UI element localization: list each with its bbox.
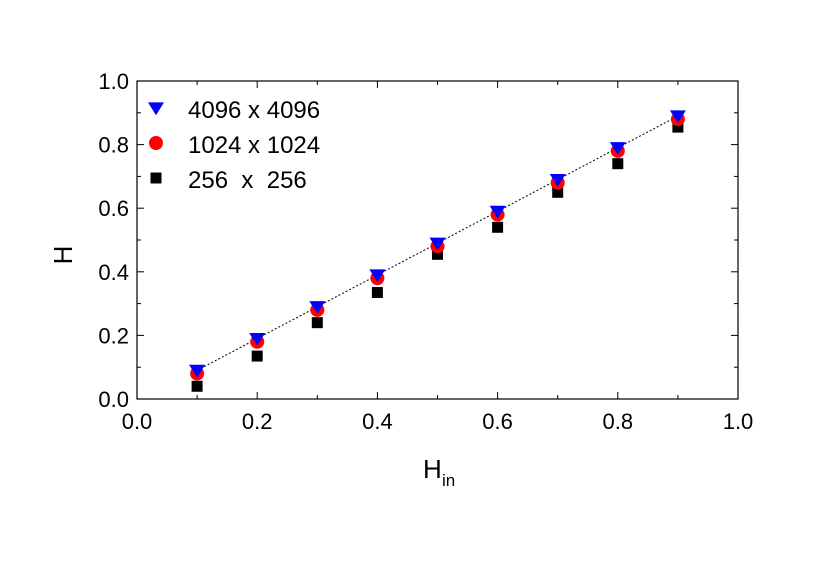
legend-marker bbox=[148, 102, 164, 116]
legend: 4096 x 4096 1024 x 1024 256 x 256 bbox=[148, 97, 320, 194]
series-triangle-down bbox=[189, 110, 686, 378]
y-tick-label: 0.2 bbox=[98, 323, 129, 348]
y-tick-label: 1.0 bbox=[98, 69, 129, 94]
data-point bbox=[489, 205, 506, 219]
legend-label: 256 x 256 bbox=[188, 167, 307, 194]
data-point bbox=[371, 286, 383, 298]
reference-line-layer bbox=[196, 115, 679, 371]
legend-marker bbox=[149, 136, 163, 150]
x-tick-label: 0.0 bbox=[122, 409, 153, 434]
data-point bbox=[251, 350, 263, 362]
y-tick-label: 0.0 bbox=[98, 387, 129, 412]
series-square bbox=[191, 121, 684, 392]
y-tick-label: 0.6 bbox=[98, 196, 129, 221]
legend-label: 4096 x 4096 bbox=[188, 97, 320, 124]
x-tick-label: 0.6 bbox=[482, 409, 513, 434]
y-tick-label: 0.4 bbox=[98, 260, 129, 285]
y-tick-label: 0.8 bbox=[98, 133, 129, 158]
y-axis-label: H bbox=[48, 246, 78, 265]
data-point bbox=[432, 248, 443, 260]
x-axis-label: H bbox=[423, 454, 442, 484]
data-point bbox=[429, 237, 446, 251]
reference-line bbox=[196, 115, 679, 371]
legend-marker bbox=[150, 172, 162, 184]
x-axis-label-subscript: in bbox=[442, 471, 455, 490]
data-point bbox=[549, 173, 566, 187]
data-point bbox=[309, 301, 326, 314]
data-point bbox=[669, 110, 686, 124]
x-tick-label: 0.4 bbox=[362, 409, 393, 434]
data-point bbox=[189, 364, 206, 378]
data-point bbox=[492, 221, 504, 233]
data-point bbox=[672, 121, 684, 133]
x-tick-label: 0.8 bbox=[603, 409, 634, 434]
data-point bbox=[369, 269, 386, 283]
axes bbox=[136, 80, 739, 400]
tick-labels: 0.0 0.2 0.4 0.6 0.8 1.0 0.0 0.2 0.4 0.6 0.8 1.0 bbox=[98, 69, 753, 434]
data-point bbox=[191, 380, 203, 392]
data-point bbox=[249, 332, 266, 346]
data-point bbox=[612, 158, 624, 170]
data-point bbox=[311, 317, 323, 329]
x-tick-label: 0.2 bbox=[242, 409, 273, 434]
legend-label: 1024 x 1024 bbox=[188, 132, 320, 159]
data-point bbox=[609, 142, 626, 155]
data-points bbox=[189, 110, 686, 392]
x-tick-label: 1.0 bbox=[723, 409, 754, 434]
data-point bbox=[552, 186, 564, 198]
